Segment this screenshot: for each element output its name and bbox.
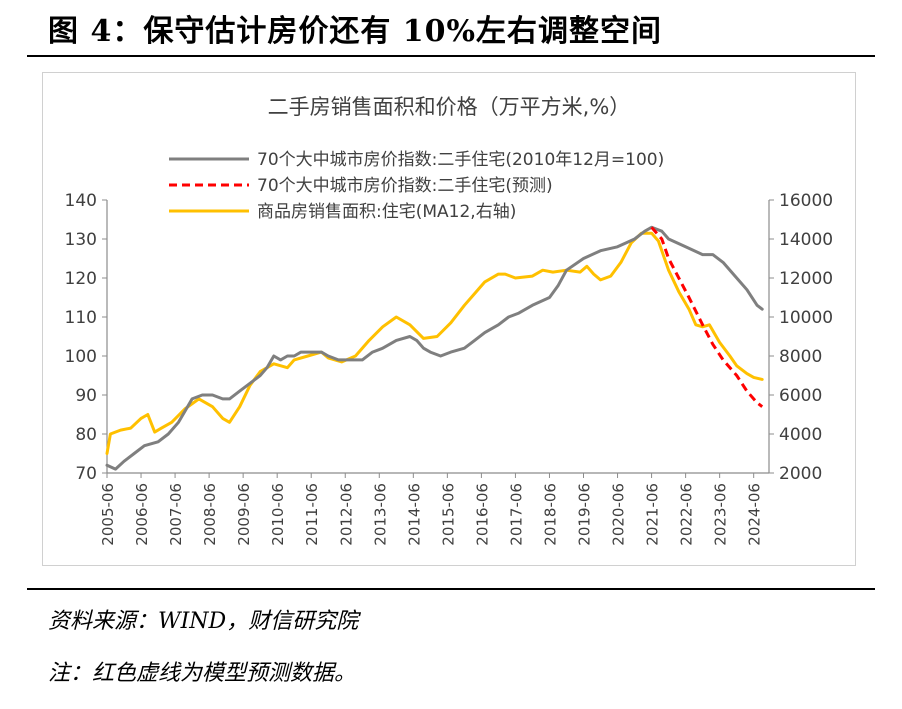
x-tick-label: 2024-06 [746,483,764,546]
right-tick-label: 4000 [779,425,822,445]
x-tick-label: 2022-06 [678,483,696,546]
left-tick-label: 90 [75,386,97,406]
axes: 70 80 90 100 110 120 130 140 2000 4000 6000 8000 100… [65,191,834,546]
figure-title: 图 4：保守估计房价还有 10%左右调整空间 [48,14,663,49]
chart-title: 二手房销售面积和价格（万平方米,%） [268,95,631,119]
x-tick-label: 2021-06 [644,483,662,546]
right-tick-label: 8000 [779,347,822,367]
legend-label: 70个大中城市房价指数:二手住宅(预测) [257,176,553,196]
plot-area [105,225,764,471]
x-tick-label: 2023-06 [712,483,730,546]
legend-label: 70个大中城市房价指数:二手住宅(2010年12月=100) [257,150,664,170]
x-tick-label: 2019-06 [576,483,594,546]
x-tick-label: 2006-06 [133,483,151,546]
right-tick-label: 10000 [779,308,833,328]
x-tick-label: 2005-06 [99,483,117,546]
right-tick-label: 16000 [779,191,833,211]
x-tick-label: 2011-06 [303,483,321,546]
legend: 70个大中城市房价指数:二手住宅(2010年12月=100) 70个大中城市房价指… [169,150,664,222]
chart-frame: 二手房销售面积和价格（万平方米,%） 70个大中城市房价指数:二手住宅(2010… [42,72,856,566]
left-tick-label: 110 [65,308,97,328]
x-tick-label: 2010-06 [269,483,287,546]
legend-label: 商品房销售面积:住宅(MA12,右轴) [257,202,516,222]
x-tick-label: 2012-06 [337,483,355,546]
model-note: 注：红色虚线为模型预测数据。 [48,661,357,686]
left-tick-label: 70 [75,464,97,484]
x-tick-label: 2017-06 [507,483,525,546]
right-tick-label: 12000 [779,269,833,289]
right-tick-label: 2000 [779,464,822,484]
x-tick-label: 2008-06 [201,483,219,546]
x-tick-label: 2014-06 [405,483,423,546]
x-tick-label: 2018-06 [541,483,559,546]
top-rule [27,55,875,57]
right-tick-label: 6000 [779,386,822,406]
left-tick-label: 100 [65,347,97,367]
x-tick-label: 2009-06 [235,483,253,546]
sales-area-line [105,231,764,455]
left-tick-label: 140 [65,191,97,211]
chart-svg: 二手房销售面积和价格（万平方米,%） 70个大中城市房价指数:二手住宅(2010… [65,95,834,546]
x-tick-label: 2015-06 [439,483,457,546]
left-tick-label: 130 [65,230,97,250]
price-index-line [105,225,764,471]
right-tick-label: 14000 [779,230,833,250]
x-tick-label: 2007-06 [167,483,185,546]
left-tick-label: 80 [75,425,97,445]
left-tick-label: 120 [65,269,97,289]
x-tick-label: 2020-06 [610,483,628,546]
bottom-rule [27,588,875,590]
x-tick-label: 2016-06 [473,483,491,546]
source-note: 资料来源：WIND，财信研究院 [48,609,359,634]
price-forecast-line [650,226,764,408]
x-tick-label: 2013-06 [371,483,389,546]
